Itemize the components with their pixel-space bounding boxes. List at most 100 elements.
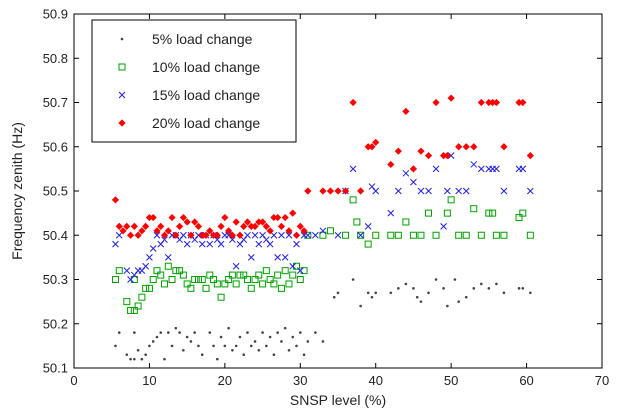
data-point: [415, 295, 419, 299]
data-point: [223, 344, 227, 348]
data-point: [519, 98, 527, 107]
data-point: [176, 267, 184, 275]
data-point: [440, 152, 448, 160]
data-point: [336, 291, 340, 295]
data-point: [281, 213, 289, 222]
data-point: [394, 187, 402, 195]
data-point: [387, 209, 395, 217]
data-point: [197, 344, 200, 348]
data-point: [372, 187, 380, 195]
data-point: [193, 331, 196, 334]
data-point: [278, 231, 285, 239]
data-point: [134, 302, 142, 310]
data-point: [251, 276, 259, 283]
data-point: [432, 98, 440, 107]
data-point: [515, 214, 523, 222]
data-point: [447, 196, 455, 204]
data-point: [270, 231, 278, 239]
data-point: [270, 213, 278, 222]
data-point: [155, 335, 159, 339]
data-point: [477, 231, 485, 239]
y-tick-label: 50.3: [43, 272, 68, 287]
data-point: [268, 335, 272, 339]
data-point: [470, 205, 478, 213]
data-point: [519, 165, 527, 173]
data-point: [123, 222, 131, 230]
data-point: [302, 353, 306, 357]
data-point: [289, 262, 297, 270]
data-point: [281, 267, 289, 275]
data-point: [455, 143, 463, 151]
data-point: [500, 231, 508, 239]
data-point: [351, 278, 355, 281]
x-tick-label: 70: [595, 373, 609, 388]
legend-marker: [120, 37, 124, 41]
data-point: [409, 165, 418, 173]
data-point: [357, 187, 365, 195]
data-point: [240, 222, 248, 230]
data-point: [164, 262, 172, 270]
data-point: [146, 254, 153, 261]
series-4: [111, 94, 534, 239]
data-point: [179, 213, 187, 222]
legend-entry-label: 5% load change: [152, 31, 253, 47]
data-point: [404, 282, 408, 286]
data-point: [134, 231, 142, 239]
data-point: [443, 209, 451, 217]
data-point: [187, 284, 195, 292]
data-point: [402, 218, 410, 226]
data-point: [149, 213, 157, 222]
y-tick-label: 50.2: [43, 316, 68, 331]
data-point: [277, 284, 285, 292]
data-point: [485, 98, 493, 107]
data-point: [114, 344, 117, 348]
data-point: [229, 236, 236, 244]
data-point: [517, 287, 521, 290]
x-axis-label: SNSP level (%): [290, 392, 386, 408]
data-point: [364, 240, 372, 248]
data-point: [251, 231, 259, 239]
data-point: [447, 94, 455, 102]
data-point: [304, 231, 312, 239]
data-point: [123, 267, 131, 275]
data-point: [200, 353, 204, 357]
data-point: [272, 353, 276, 357]
data-point: [342, 231, 350, 239]
data-point: [115, 231, 123, 239]
data-point: [148, 344, 151, 348]
data-point: [326, 187, 335, 195]
data-point: [283, 326, 287, 330]
data-point: [389, 291, 393, 295]
series-1: [114, 278, 532, 361]
data-point: [117, 331, 121, 334]
data-point: [243, 276, 251, 283]
data-point: [334, 187, 342, 195]
data-point: [515, 98, 523, 107]
data-point: [296, 267, 304, 275]
data-point: [255, 271, 263, 279]
data-point: [202, 231, 210, 239]
data-point: [262, 222, 270, 230]
data-point: [176, 222, 184, 230]
data-point: [300, 267, 308, 275]
data-point: [225, 276, 233, 283]
data-point: [357, 231, 365, 239]
data-point: [164, 227, 172, 235]
data-point: [419, 300, 423, 303]
y-tick-label: 50.8: [43, 51, 68, 66]
data-point: [111, 196, 120, 204]
data-point: [232, 218, 240, 226]
data-point: [489, 98, 497, 107]
data-point: [455, 231, 463, 239]
legend-entry-label: 15% load change: [152, 87, 260, 103]
data-point: [130, 222, 138, 230]
data-point: [285, 227, 293, 235]
data-point: [289, 209, 297, 217]
data-point: [261, 331, 264, 334]
data-point: [464, 295, 468, 299]
data-point: [372, 138, 380, 146]
data-point: [225, 227, 233, 235]
y-tick-label: 50.6: [43, 139, 68, 154]
data-point: [266, 227, 274, 235]
data-point: [115, 222, 123, 230]
